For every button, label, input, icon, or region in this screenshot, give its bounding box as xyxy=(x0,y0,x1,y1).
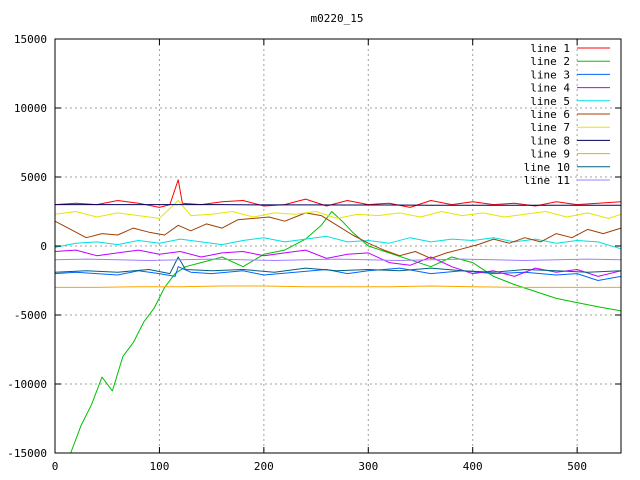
y-tick-label: 15000 xyxy=(14,33,47,46)
legend-label: line 11 xyxy=(524,174,570,187)
y-tick-label: 0 xyxy=(40,240,47,253)
series-line-8 xyxy=(55,204,621,206)
series-line-10 xyxy=(54,256,622,275)
y-tick-label: -10000 xyxy=(7,378,47,391)
y-tick-label: 5000 xyxy=(21,171,48,184)
series-line-4 xyxy=(54,249,622,277)
legend-label: line 5 xyxy=(530,95,570,108)
axes: -15000 -10000 -5000 0 5000 10000 15000 0 100 200 3… xyxy=(7,33,621,473)
chart-title: m0220_15 xyxy=(311,12,364,25)
x-tick-label: 300 xyxy=(358,460,378,473)
x-tick-label: 200 xyxy=(254,460,274,473)
y-tick-label: 10000 xyxy=(14,102,47,115)
legend-label: line 2 xyxy=(530,55,570,68)
x-tick-label: 0 xyxy=(52,460,59,473)
series-line-9 xyxy=(55,285,621,288)
legend-label: line 3 xyxy=(530,68,570,81)
legend-label: line 6 xyxy=(530,108,570,121)
series-line-7 xyxy=(54,200,622,219)
series-line-11 xyxy=(54,258,622,261)
legend-label: line 1 xyxy=(530,42,570,55)
series-line-6 xyxy=(54,212,622,259)
legend-label: line 8 xyxy=(530,134,570,147)
series-line-2 xyxy=(55,211,622,454)
legend-label: line 4 xyxy=(530,82,570,95)
y-tick-label: -15000 xyxy=(7,447,47,460)
series-line-1 xyxy=(54,179,622,208)
x-tick-label: 100 xyxy=(149,460,169,473)
series-layer xyxy=(54,179,622,454)
x-tick-label: 500 xyxy=(567,460,587,473)
legend-label: line 7 xyxy=(530,121,570,134)
series-line-5 xyxy=(54,235,622,250)
legend-label: line 9 xyxy=(530,148,570,161)
legend-label: line 10 xyxy=(524,161,570,174)
x-tick-label: 400 xyxy=(463,460,483,473)
y-tick-label: -5000 xyxy=(14,309,47,322)
